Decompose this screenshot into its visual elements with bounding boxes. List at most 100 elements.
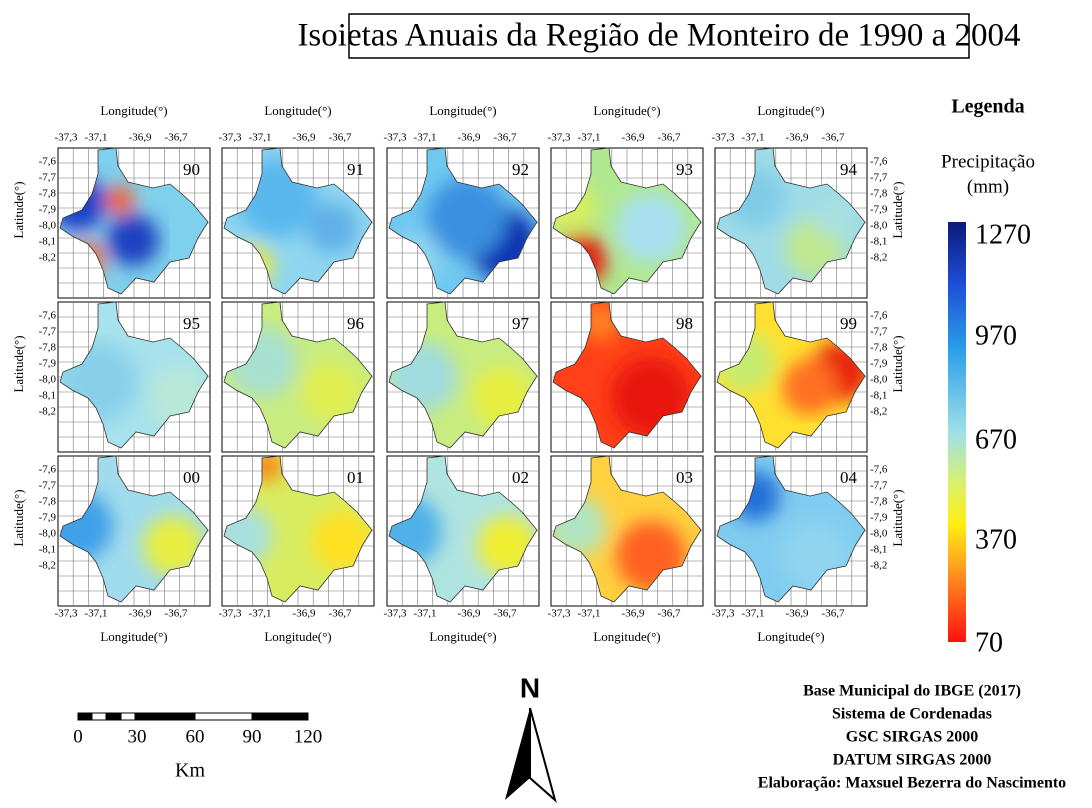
latitude-tick: -8,2	[39, 406, 56, 418]
scale-label: 90	[243, 726, 262, 747]
longitude-tick: -37,3	[548, 132, 571, 144]
isohyet-blob	[106, 186, 134, 214]
longitude-tick: -37,3	[55, 132, 78, 144]
year-label: 00	[183, 468, 200, 487]
longitude-tick: -37,3	[712, 608, 735, 620]
longitude-tick: -36,9	[458, 608, 481, 620]
region-outline	[388, 147, 538, 295]
credit-line: DATUM SIRGAS 2000	[833, 752, 992, 769]
isohyet-blob	[427, 178, 507, 258]
longitude-tick: -36,9	[622, 132, 645, 144]
region-outline	[223, 301, 373, 449]
longitude-tick: -37,1	[414, 132, 437, 144]
longitude-title: Longitude(°)	[593, 629, 660, 644]
longitude-tick: -37,3	[384, 608, 407, 620]
map-panel: 92	[386, 147, 540, 299]
latitude-title: Latitude(°)	[890, 181, 905, 238]
region-outline	[716, 301, 866, 449]
latitude-tick: -7,8	[39, 496, 57, 508]
longitude-tick: -36,7	[822, 608, 845, 620]
longitude-tick: -36,9	[293, 132, 316, 144]
latitude-title: Latitude(°)	[11, 335, 26, 392]
region-outline	[716, 455, 866, 603]
map-panel: 04	[714, 455, 868, 607]
north-arrow-left	[505, 708, 530, 800]
latitude-tick: -7,9	[39, 358, 57, 370]
longitude-tick: -36,9	[786, 608, 809, 620]
year-label: 93	[676, 160, 693, 179]
region-outline	[716, 147, 866, 295]
longitude-tick: -37,1	[85, 132, 108, 144]
isohyet-blob	[307, 203, 357, 253]
longitude-tick: -37,3	[548, 608, 571, 620]
longitude-title: Longitude(°)	[264, 103, 331, 118]
latitude-tick: -7,7	[39, 480, 57, 492]
legend-subtitle: Precipitação	[941, 151, 1035, 172]
longitude-tick: -36,7	[329, 608, 352, 620]
north-arrow-right	[529, 707, 557, 803]
map-panel: 00	[57, 455, 211, 607]
scale-segment	[251, 712, 309, 721]
year-label: 01	[347, 468, 364, 487]
latitude-tick: -7,7	[870, 326, 888, 338]
scale-segment	[120, 712, 136, 721]
scale-unit: Km	[175, 760, 205, 782]
legend-title: Legenda	[951, 96, 1024, 118]
isohyet-blob	[815, 198, 855, 238]
longitude-tick: -36,7	[494, 608, 517, 620]
latitude-tick: -8,0	[39, 528, 57, 540]
isohyet-blob	[302, 362, 362, 422]
isohyet-blob	[782, 359, 838, 415]
latitude-tick: -7,6	[870, 464, 888, 476]
latitude-title: Latitude(°)	[890, 489, 905, 546]
latitude-tick: -7,8	[870, 342, 888, 354]
legend-label: 670	[975, 424, 1017, 455]
scale-label: 60	[186, 726, 205, 747]
latitude-tick: -8,2	[39, 252, 56, 264]
longitude-title: Longitude(°)	[264, 629, 331, 644]
longitude-tick: -37,1	[414, 608, 437, 620]
longitude-tick: -36,9	[129, 132, 152, 144]
scale-segment	[194, 712, 253, 721]
longitude-title: Longitude(°)	[100, 103, 167, 118]
isohyet-blob	[107, 214, 159, 266]
region-outline	[552, 147, 702, 295]
title: Isoietas Anuais da Região de Monteiro de…	[297, 18, 1020, 54]
legend-label: 970	[975, 320, 1017, 351]
longitude-tick: -36,7	[658, 132, 681, 144]
longitude-tick: -36,7	[822, 132, 845, 144]
map-panel: 90	[57, 147, 211, 299]
region-outline	[59, 455, 209, 603]
isohyet-blob	[312, 511, 372, 571]
longitude-tick: -37,3	[219, 132, 242, 144]
longitude-title: Longitude(°)	[429, 629, 496, 644]
latitude-tick: -8,0	[870, 374, 888, 386]
region-outline	[388, 455, 538, 603]
year-label: 98	[676, 314, 693, 333]
region-outline	[223, 455, 373, 603]
year-label: 02	[512, 468, 529, 487]
longitude-tick: -36,9	[458, 132, 481, 144]
latitude-tick: -8,1	[870, 390, 887, 402]
latitude-tick: -8,1	[39, 544, 56, 556]
latitude-tick: -7,8	[39, 342, 57, 354]
scale-segment	[134, 712, 196, 721]
isohyet-blob	[143, 516, 203, 576]
longitude-tick: -37,1	[249, 608, 272, 620]
longitude-tick: -36,9	[129, 608, 152, 620]
latitude-tick: -8,1	[870, 236, 887, 248]
legend-label: 370	[975, 524, 1017, 555]
longitude-tick: -37,3	[712, 132, 735, 144]
scale-label: 0	[73, 726, 83, 747]
latitude-tick: -8,2	[39, 560, 56, 572]
latitude-tick: -8,0	[870, 220, 888, 232]
year-label: 90	[183, 160, 200, 179]
legend-label: 70	[975, 627, 1003, 658]
latitude-tick: -8,2	[870, 406, 887, 418]
latitude-tick: -8,1	[870, 544, 887, 556]
map-panel: 03	[550, 455, 704, 607]
latitude-tick: -7,9	[870, 512, 888, 524]
title-box	[348, 13, 970, 59]
credit-line: Sistema de Cordenadas	[832, 706, 992, 723]
